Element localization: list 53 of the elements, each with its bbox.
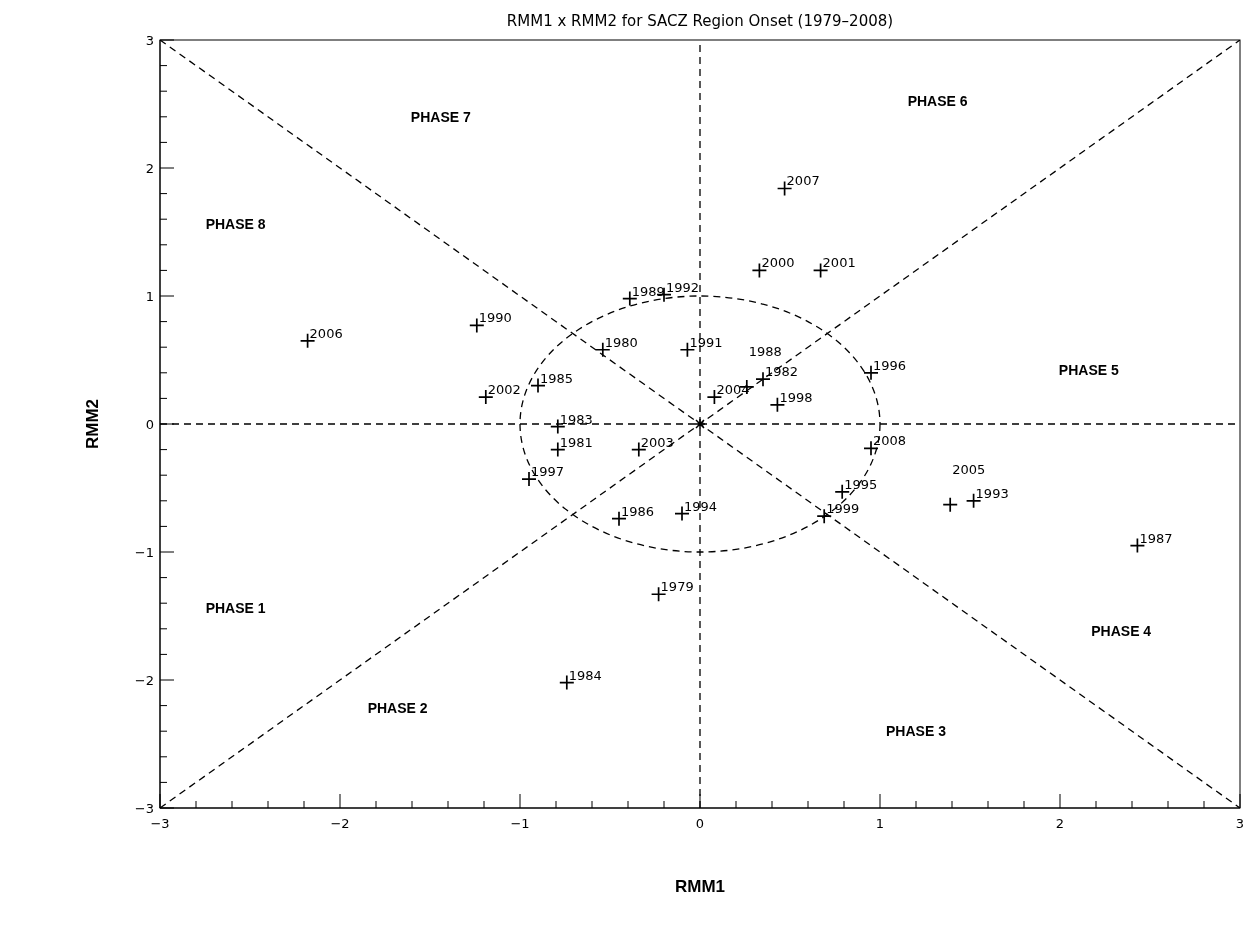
y-axis-title: RMM2: [83, 398, 103, 450]
annotation: 1999: [826, 501, 860, 517]
chart-title: RMM1 x RMM2 for SACZ Region Onset (1979–2008): [505, 12, 895, 30]
annotation: 2008: [873, 433, 907, 449]
y-tick-label: 0: [145, 417, 154, 432]
y-tick-label: 2: [145, 161, 154, 176]
annotation: 1997: [531, 464, 565, 480]
annotation: 1992: [666, 279, 700, 295]
annotation: 1995: [844, 476, 878, 492]
annotation: 2006: [309, 325, 343, 341]
annotation: 1985: [540, 370, 574, 386]
annotation: 2003: [640, 434, 674, 450]
annotation: PHASE 7: [410, 108, 471, 125]
annotation: 1979: [660, 579, 694, 595]
annotation: 2005: [952, 461, 986, 477]
annotation: 2007: [786, 173, 820, 189]
y-tick-label: 3: [145, 33, 154, 48]
annotation: 2000: [761, 255, 795, 271]
x-tick-label: −2: [330, 816, 350, 831]
point: [942, 496, 959, 513]
annotation: PHASE 5: [1058, 362, 1119, 379]
annotation: PHASE 3: [886, 723, 947, 740]
annotation: PHASE 1: [205, 600, 266, 617]
annotation: 2002: [487, 382, 521, 398]
annotation: 1981: [559, 434, 593, 450]
annotation: PHASE 8: [205, 216, 266, 233]
annotation: 1996: [873, 357, 907, 373]
y-tick-label: −1: [134, 545, 154, 560]
x-tick-label: 1: [875, 816, 885, 831]
annotation: 1990: [478, 310, 512, 326]
x-tick-label: −1: [510, 816, 530, 831]
annotation: 1993: [975, 485, 1009, 501]
y-tick-label: −2: [134, 673, 154, 688]
annotation: 1998: [779, 389, 813, 405]
annotation: PHASE 4: [1091, 623, 1152, 640]
annotation: 1984: [568, 667, 602, 683]
y-tick-label: 1: [145, 289, 154, 304]
annotation: 1982: [765, 364, 799, 380]
annotation: 1994: [684, 498, 718, 514]
annotation: 1991: [689, 334, 723, 350]
annotation: 1980: [604, 334, 638, 350]
x-axis-title: RMM1: [674, 877, 726, 896]
annotation: 1988: [748, 343, 782, 359]
annotation: 1987: [1139, 530, 1173, 546]
annotation: PHASE 6: [907, 93, 968, 110]
annotation: PHASE 2: [367, 700, 428, 717]
y-tick-label: −3: [134, 801, 154, 816]
annotation: 2001: [822, 255, 856, 271]
x-tick-label: 2: [1055, 816, 1065, 831]
x-tick-label: 0: [695, 816, 705, 831]
x-tick-label: 3: [1235, 816, 1245, 831]
annotation: 1986: [621, 503, 655, 519]
annotation: 1983: [559, 411, 593, 427]
